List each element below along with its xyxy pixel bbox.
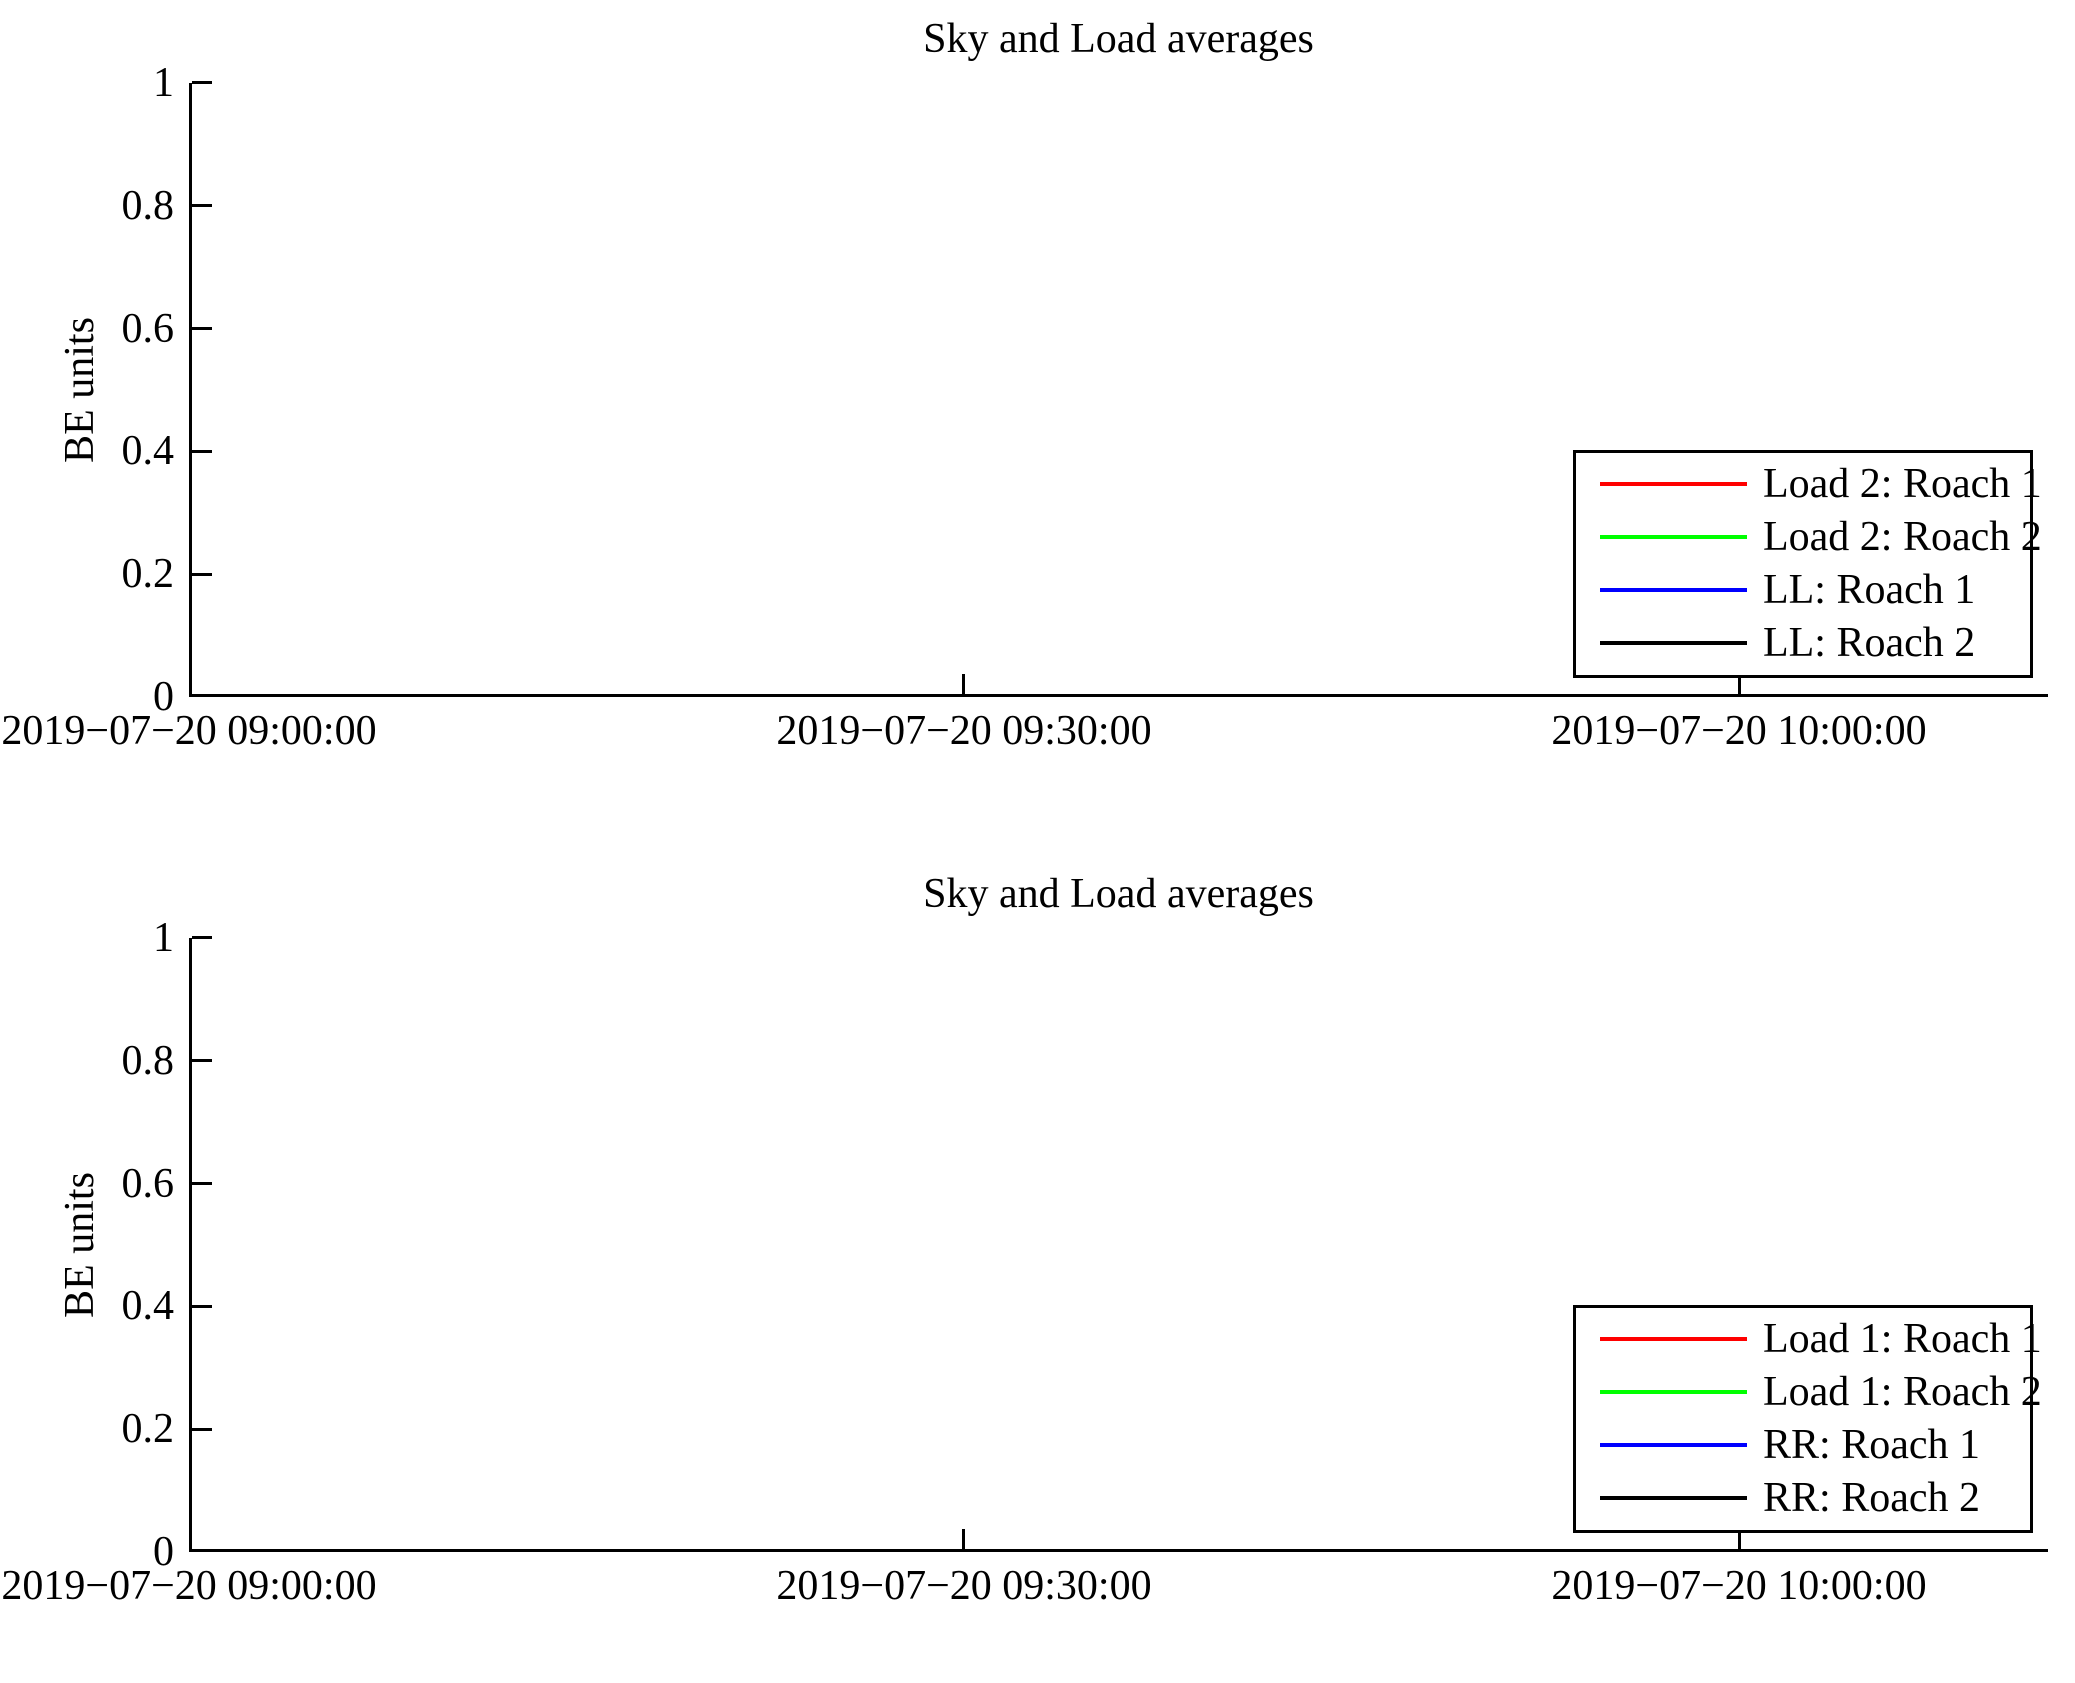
legend-entry: RR: Roach 1 — [1600, 1418, 1980, 1471]
x-tick-label: 2019−07−20 10:00:00 — [1551, 1563, 1927, 1609]
legend-entry-label: Load 1: Roach 1 — [1763, 1315, 2042, 1362]
plot-area — [189, 938, 2048, 1552]
y-tick-mark — [192, 1059, 212, 1062]
y-tick-label: 0.8 — [121, 1038, 175, 1084]
x-tick-label: 2019−07−20 09:00:00 — [1, 708, 377, 754]
x-tick-label: 2019−07−20 09:30:00 — [776, 708, 1152, 754]
y-tick-label: 0.6 — [121, 1161, 175, 1207]
legend-entry: LL: Roach 1 — [1600, 563, 1975, 616]
y-tick-label: 0.4 — [121, 428, 175, 474]
x-tick-label: 2019−07−20 09:00:00 — [1, 1563, 377, 1609]
legend-box: Load 1: Roach 1 Load 1: Roach 2 RR: Roac… — [1573, 1305, 2042, 1533]
y-tick-label: 0.8 — [121, 183, 175, 229]
y-axis-label: BE units — [57, 317, 103, 463]
y-tick-mark — [192, 1182, 212, 1185]
legend-line-sample — [1600, 640, 1747, 645]
y-tick-mark — [192, 573, 212, 576]
y-tick-mark — [192, 1305, 212, 1308]
legend-entry-label: RR: Roach 2 — [1763, 1474, 1980, 1521]
x-tick-mark — [962, 674, 965, 694]
legend-entry: Load 1: Roach 2 — [1600, 1365, 2042, 1418]
legend-box: Load 2: Roach 1 Load 2: Roach 2 LL: Roac… — [1573, 450, 2042, 678]
legend-entry-label: LL: Roach 1 — [1763, 566, 1976, 613]
legend-line-sample — [1600, 1442, 1747, 1447]
y-tick-label: 0 — [153, 1529, 174, 1575]
y-tick-mark — [192, 1549, 212, 1552]
legend-line-sample — [1600, 1495, 1747, 1500]
y-axis-label: BE units — [57, 1172, 103, 1318]
y-tick-label: 0 — [153, 674, 174, 720]
y-tick-mark — [192, 694, 212, 697]
legend-entry: RR: Roach 2 — [1600, 1471, 1980, 1524]
legend-line-sample — [1600, 587, 1747, 592]
x-tick-label: 2019−07−20 10:00:00 — [1551, 708, 1927, 754]
y-tick-mark — [192, 81, 212, 84]
y-tick-label: 0.6 — [121, 306, 175, 352]
chart-sky-load-top: Sky and Load averages BE units 1 0.8 0.6… — [0, 0, 2075, 780]
x-tick-label: 2019−07−20 09:30:00 — [776, 1563, 1152, 1609]
y-tick-label: 1 — [153, 915, 174, 961]
legend-entry-label: Load 1: Roach 2 — [1763, 1368, 2042, 1415]
legend-line-sample — [1600, 481, 1747, 486]
y-tick-label: 0.2 — [121, 1406, 175, 1452]
legend-entry-label: LL: Roach 2 — [1763, 619, 1976, 666]
chart-title: Sky and Load averages — [923, 871, 1314, 917]
y-tick-mark — [192, 204, 212, 207]
x-tick-mark — [1738, 674, 1741, 694]
y-tick-mark — [192, 450, 212, 453]
chart-sky-load-bottom: Sky and Load averages BE units 1 0.8 0.6… — [0, 855, 2075, 1635]
legend-line-sample — [1600, 534, 1747, 539]
legend-line-sample — [1600, 1336, 1747, 1341]
plot-area — [189, 83, 2048, 697]
y-tick-mark — [192, 936, 212, 939]
legend-entry: Load 1: Roach 1 — [1600, 1312, 2042, 1365]
legend-entry-label: Load 2: Roach 1 — [1763, 460, 2042, 507]
y-tick-label: 0.2 — [121, 551, 175, 597]
legend-entry-label: Load 2: Roach 2 — [1763, 513, 2042, 560]
y-tick-mark — [192, 327, 212, 330]
chart-title: Sky and Load averages — [923, 16, 1314, 62]
y-tick-label: 0.4 — [121, 1283, 175, 1329]
x-tick-mark — [1738, 1529, 1741, 1549]
x-tick-mark — [962, 1529, 965, 1549]
y-tick-mark — [192, 1428, 212, 1431]
legend-line-sample — [1600, 1389, 1747, 1394]
legend-entry: Load 2: Roach 1 — [1600, 457, 2042, 510]
legend-entry-label: RR: Roach 1 — [1763, 1421, 1980, 1468]
legend-entry: Load 2: Roach 2 — [1600, 510, 2042, 563]
y-tick-label: 1 — [153, 60, 174, 106]
legend-entry: LL: Roach 2 — [1600, 616, 1975, 669]
